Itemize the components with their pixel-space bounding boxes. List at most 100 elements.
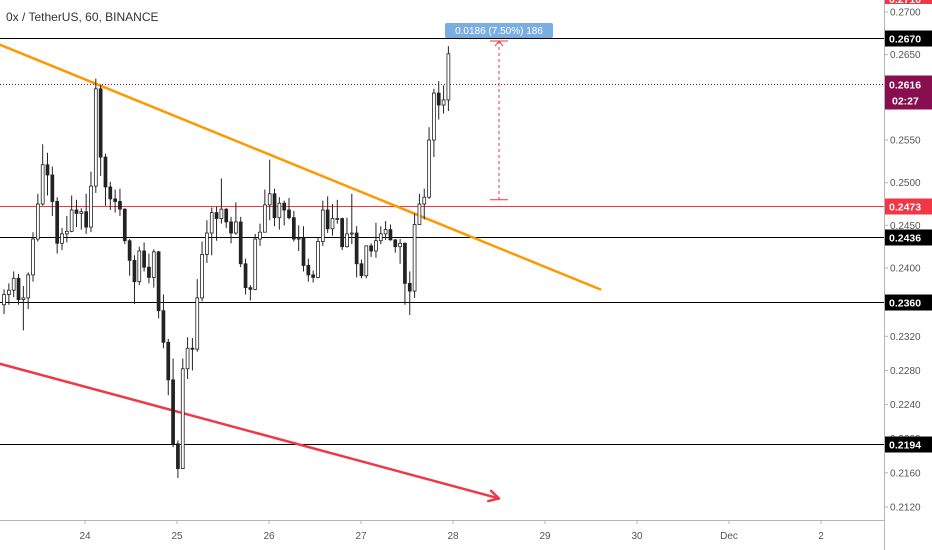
candle-body-up bbox=[446, 53, 451, 101]
candle-body-up bbox=[64, 230, 69, 235]
current-price-tag bbox=[885, 75, 932, 110]
trendline[interactable] bbox=[0, 42, 602, 291]
candle-body-up bbox=[253, 238, 258, 290]
y-tick-label: 0.2120 bbox=[890, 503, 921, 514]
price-tag-label: 0.2360 bbox=[889, 298, 921, 310]
x-tick-label: 30 bbox=[631, 531, 643, 542]
candle-body-down bbox=[354, 232, 359, 265]
trendline-arrowhead bbox=[487, 489, 501, 503]
measure-tool[interactable]: 0.0186 (7.50%) 186 bbox=[445, 23, 553, 201]
y-tick-label: 0.2450 bbox=[890, 221, 921, 232]
candle-body-up bbox=[234, 221, 238, 234]
candle-body-up bbox=[296, 237, 301, 240]
y-tick-label: 0.2320 bbox=[890, 332, 921, 343]
price-tag bbox=[885, 30, 932, 47]
candle-body-down bbox=[127, 240, 132, 261]
candle-body-down bbox=[436, 92, 441, 106]
candle-body-down bbox=[142, 250, 146, 268]
horizontal-levels[interactable] bbox=[0, 38, 884, 445]
candle-body-up bbox=[69, 209, 74, 232]
candle-body-down bbox=[301, 237, 306, 266]
candle-body-up bbox=[7, 289, 11, 295]
x-tick-label: 25 bbox=[171, 531, 183, 542]
y-tick-label: 0.2500 bbox=[890, 178, 921, 189]
price-tag bbox=[885, 436, 932, 453]
candle-body-down bbox=[190, 347, 195, 350]
candle-body-up bbox=[185, 347, 190, 370]
x-tick-label: Dec bbox=[720, 531, 738, 542]
candle-body-down bbox=[243, 263, 248, 289]
candle-body-down bbox=[161, 310, 166, 343]
candle-body-down bbox=[108, 186, 113, 200]
candle-body-up bbox=[219, 208, 224, 219]
candle-body-down bbox=[103, 156, 108, 188]
candle-body-down bbox=[176, 443, 180, 469]
candle-body-down bbox=[122, 208, 127, 242]
candle-body-down bbox=[84, 211, 88, 228]
measure-label: 0.0186 (7.50%) 186 bbox=[455, 26, 543, 37]
candle-body-down bbox=[248, 287, 253, 290]
candle-body-up bbox=[345, 233, 349, 248]
candle-body-up bbox=[378, 233, 383, 242]
candle-body-up bbox=[349, 232, 354, 235]
x-tick-label: 27 bbox=[355, 531, 367, 542]
y-tick-label: 0.2240 bbox=[890, 400, 921, 411]
candle-body-down bbox=[229, 221, 233, 234]
candle-body-up bbox=[330, 218, 335, 230]
price-tag-label: 0.2670 bbox=[889, 34, 921, 46]
x-tick-label: 2 bbox=[818, 531, 824, 542]
candle-body-down bbox=[132, 259, 137, 283]
candle-body-down bbox=[287, 209, 291, 219]
y-tick-label: 0.2650 bbox=[890, 50, 921, 61]
measure-arrow bbox=[494, 40, 504, 47]
x-tick-label: 24 bbox=[79, 531, 91, 542]
candle-body-up bbox=[60, 233, 64, 244]
chart-title: 0x / TetherUS, 60, BINANCE bbox=[6, 10, 159, 24]
candle-body-down bbox=[50, 174, 55, 202]
candle-body-down bbox=[166, 341, 171, 381]
candle-body-up bbox=[320, 209, 325, 242]
candle-body-up bbox=[151, 251, 156, 278]
candle-body-down bbox=[369, 245, 373, 252]
candle-body-up bbox=[205, 232, 209, 255]
trendline[interactable] bbox=[0, 362, 501, 500]
candle-body-up bbox=[21, 297, 26, 301]
price-tag bbox=[885, 198, 932, 215]
candle-body-down bbox=[156, 251, 161, 312]
candle-body-down bbox=[403, 242, 407, 284]
y-tick-label: 0.2700 bbox=[890, 8, 921, 19]
candle-body-down bbox=[171, 379, 175, 445]
candle-body-up bbox=[374, 240, 378, 252]
price-tag bbox=[885, 294, 932, 311]
candle-body-down bbox=[16, 277, 21, 301]
candle-body-down bbox=[388, 229, 393, 241]
candle-body-down bbox=[340, 218, 344, 248]
candle-body-up bbox=[432, 92, 436, 141]
top-partial-tag bbox=[885, 0, 932, 4]
candle-body-down bbox=[224, 208, 229, 223]
candle-body-up bbox=[427, 139, 431, 198]
candle-body-up bbox=[79, 211, 84, 214]
candle-body-up bbox=[31, 238, 35, 276]
candle-body-up bbox=[417, 203, 422, 225]
candle-body-up bbox=[335, 218, 340, 220]
y-tick-label: 0.2160 bbox=[890, 468, 921, 479]
candle-body-up bbox=[258, 231, 262, 240]
candle-body-down bbox=[282, 202, 287, 211]
countdown-timer: 02:27 bbox=[892, 96, 919, 108]
plot-area bbox=[0, 0, 884, 520]
price-tag bbox=[885, 229, 932, 246]
candle-body-up bbox=[93, 88, 98, 187]
candle-body-up bbox=[412, 224, 417, 292]
candle-body-down bbox=[306, 265, 311, 276]
candle-body-down bbox=[311, 274, 316, 278]
candle-body-down bbox=[118, 201, 122, 210]
candle-body-up bbox=[364, 245, 369, 277]
trendlines[interactable] bbox=[0, 42, 602, 503]
candle-body-down bbox=[214, 212, 219, 219]
candle-body-down bbox=[98, 88, 103, 158]
price-tag-label: 0.2473 bbox=[889, 202, 921, 214]
candle-body-down bbox=[325, 209, 330, 230]
